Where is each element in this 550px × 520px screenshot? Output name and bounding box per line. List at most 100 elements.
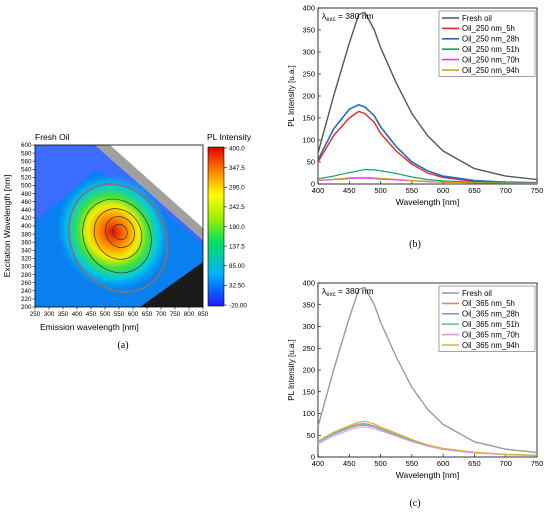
x-tick-label: 600 [437, 459, 450, 468]
x-tick-label: 650 [468, 459, 481, 468]
colorbar-tick-label: 242.5 [229, 204, 245, 211]
y-tick-label: 250 [302, 70, 315, 79]
heatmap-y-tick-label: 340 [21, 248, 32, 255]
legend-label: Fresh oil [462, 289, 492, 298]
series-line [317, 286, 538, 454]
y-tick-label: 250 [302, 344, 315, 353]
heatmap-x-tick-label: 250 [30, 311, 41, 318]
y-tick-label: 100 [302, 136, 315, 145]
heatmap-y-tick-label: 200 [21, 304, 32, 311]
legend-label: Oil_365 nm_51h [462, 320, 519, 329]
series-line [317, 110, 538, 184]
heatmap-x-tick-label: 450 [86, 311, 97, 318]
colorbar-tick-label: 85.00 [229, 263, 245, 270]
y-tick-label: 50 [307, 431, 315, 440]
legend-label: Oil_250 nm_94h [462, 66, 519, 75]
y-tick-label: 200 [302, 366, 315, 375]
heatmap-y-tick-label: 320 [21, 256, 32, 263]
heatmap-y-tick-label: 540 [21, 167, 32, 174]
heatmap-title: Fresh Oil [35, 132, 70, 142]
caption-b: (b) [409, 239, 421, 250]
x-axis-label: Wavelength [nm] [396, 197, 459, 207]
heatmap-y-tick-label: 300 [21, 264, 32, 271]
y-tick-label: 300 [302, 322, 315, 331]
heatmap-y-tick-label: 520 [21, 175, 32, 182]
series-line [317, 104, 538, 184]
heatmap-x-tick-label: 650 [142, 311, 153, 318]
caption-c: (c) [409, 498, 420, 509]
legend-label: Fresh oil [462, 14, 492, 23]
y-axis-label: PL Intensity [u.a.] [287, 65, 296, 127]
x-tick-label: 550 [406, 459, 419, 468]
panel-b: 400 450 500 550 600 650 700 750 0 50 100 150 200 250 3… [287, 4, 543, 250]
x-tick-label: 650 [468, 186, 481, 195]
y-tick-label: 150 [302, 114, 315, 123]
legend-box [438, 285, 536, 352]
x-tick-label: 500 [374, 459, 387, 468]
legend-label: Oil_250 nm_51h [462, 45, 519, 54]
y-tick-label: 0 [311, 453, 315, 462]
y-tick-label: 300 [302, 48, 315, 57]
caption-a: (a) [117, 340, 128, 351]
heatmap-y-tick-label: 580 [21, 150, 32, 157]
x-tick-label: 600 [437, 186, 450, 195]
series-line [317, 176, 537, 184]
colorbar-tick-label: 137.5 [229, 243, 245, 250]
heatmap-x-tick-label: 800 [184, 311, 195, 318]
x-tick-label: 700 [499, 459, 512, 468]
y-axis-label: PL Intensity [u.a.] [287, 339, 296, 401]
excitation-annotation: λexc = 380 nm [322, 286, 374, 298]
heatmap-axes: 250 300 350 400 450 500 550 600 650 700 750 800 8502… [21, 142, 209, 318]
heatmap-x-tick-label: 550 [114, 311, 125, 318]
y-tick-label: 350 [302, 26, 315, 35]
heatmap-y-tick-label: 220 [21, 296, 32, 303]
heatmap-y-tick-label: 380 [21, 231, 32, 238]
heatmap-y-tick-label: 240 [21, 288, 32, 295]
excitation-annotation: λexc = 380 nm [322, 11, 374, 23]
colorbar-tick-label: 400.0 [229, 145, 245, 152]
heatmap-y-tick-label: 460 [21, 199, 32, 206]
heatmap-x-tick-label: 750 [170, 311, 181, 318]
colorbar-tick-label: 190.0 [229, 224, 245, 231]
heatmap-x-tick-label: 300 [44, 311, 55, 318]
heatmap-y-tick-label: 600 [21, 142, 32, 149]
x-axis-label: Wavelength [nm] [396, 470, 459, 480]
y-tick-label: 200 [302, 92, 315, 101]
y-tick-label: 50 [307, 158, 315, 167]
heatmap-y-tick-label: 280 [21, 272, 32, 279]
series-line [317, 420, 538, 456]
line-plot-b: 400 450 500 550 600 650 700 750 0 50 100 150 200 250 3… [287, 4, 543, 207]
heatmap-y-tick-label: 480 [21, 191, 32, 198]
x-tick-label: 700 [499, 186, 512, 195]
heatmap-y-tick-label: 420 [21, 215, 32, 222]
y-tick-label: 350 [302, 300, 315, 309]
heatmap-y-tick-label: 560 [21, 158, 32, 165]
series-line [317, 426, 538, 457]
colorbar-title: PL Intensity [207, 132, 252, 142]
heatmap-ylabel: Excitation Wavelength [nm] [2, 175, 12, 278]
heatmap-y-tick-label: 400 [21, 223, 32, 230]
series-line [317, 168, 538, 184]
series-line [317, 11, 538, 181]
x-tick-label: 750 [531, 459, 544, 468]
heatmap-xlabel: Emission wavelength [nm] [40, 322, 139, 332]
legend-label: Oil_250 nm_5h [462, 24, 515, 33]
legend-label: Oil_250 nm_28h [462, 35, 519, 44]
heatmap-noise-region [140, 262, 203, 307]
legend-label: Oil_365 nm_5h [462, 299, 515, 308]
x-tick-label: 450 [343, 459, 356, 468]
heatmap-plot [35, 145, 203, 307]
legend-label: Oil_365 nm_70h [462, 330, 519, 339]
colorbar-tick-label: -20.00 [229, 302, 247, 309]
x-tick-label: 750 [531, 186, 544, 195]
legend-label: Oil_250 nm_70h [462, 55, 519, 64]
legend-label: Oil_365 nm_28h [462, 310, 519, 319]
heatmap-x-tick-label: 850 [198, 311, 209, 318]
heatmap-y-tick-label: 500 [21, 183, 32, 190]
legend-box [438, 10, 536, 77]
y-tick-label: 0 [311, 180, 315, 189]
y-tick-label: 100 [302, 409, 315, 418]
y-tick-label: 400 [302, 279, 315, 288]
panel-a: Fresh Oil 250 300 350 400 450 500 550 600 650 700… [2, 132, 252, 351]
